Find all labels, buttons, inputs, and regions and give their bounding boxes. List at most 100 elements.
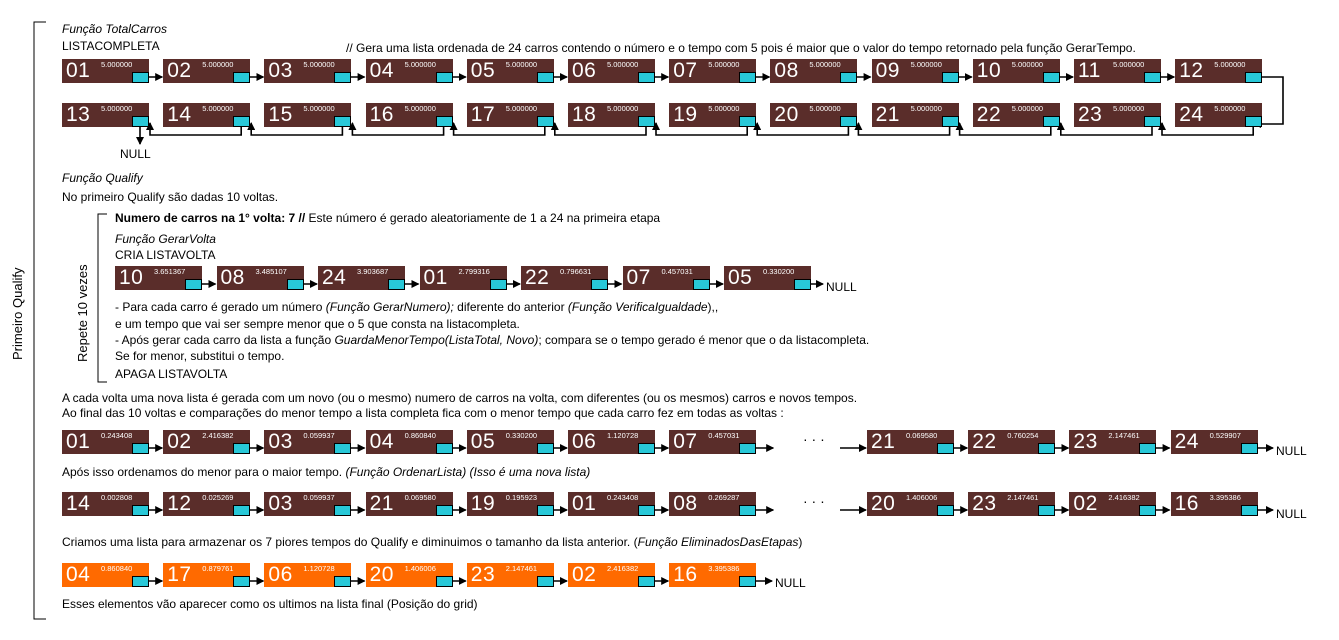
node-number: 23	[470, 563, 496, 586]
ellipsis-a: · · ·	[803, 431, 825, 447]
next-pointer	[1042, 116, 1060, 127]
node-number: 05	[470, 59, 496, 82]
list-node: 16 3.395386	[1170, 492, 1258, 516]
list-node: 21 5.000000	[871, 103, 959, 127]
list-node: 01 5.000000	[62, 59, 149, 83]
order-b: (Função OrdenarLista) (Isso é uma nova l…	[345, 465, 591, 479]
node-time: 2.147461	[1108, 431, 1140, 440]
connector-arrow	[753, 122, 850, 136]
explain-3c: ; compara se o tempo gerado é menor que …	[538, 333, 870, 347]
elim-b: Função EliminadosDasEtapas	[637, 535, 799, 549]
node-number: 16	[369, 103, 394, 126]
list-node: 04 5.000000	[365, 59, 453, 83]
result-line-2: Ao final das 10 voltas e comparações do …	[62, 406, 784, 420]
node-time: 5.000000	[607, 104, 639, 113]
next-pointer	[233, 576, 251, 587]
node-number: 22	[525, 266, 550, 289]
node-number: 03	[268, 430, 293, 453]
func-totalcarros: Função TotalCarros	[62, 22, 167, 36]
node-time: 0.059937	[303, 493, 335, 502]
list-node: 03 5.000000	[264, 59, 352, 83]
node-number: 17	[167, 563, 192, 586]
list-node: 04 0.860840	[365, 430, 453, 454]
node-number: 15	[268, 103, 293, 126]
list-node: 14 0.002808	[62, 492, 149, 516]
next-pointer	[435, 505, 453, 516]
list-node: 13 5.000000	[62, 103, 149, 127]
list-node: 02 2.416382	[163, 430, 251, 454]
node-time: 5.000000	[809, 60, 841, 69]
ellipsis-b: · · ·	[803, 493, 825, 509]
node-number: 19	[470, 492, 496, 515]
node-number: 16	[1174, 492, 1199, 515]
next-pointer	[1042, 72, 1060, 83]
node-number: 23	[1078, 103, 1103, 126]
node-number: 08	[774, 59, 799, 82]
next-pointer	[937, 505, 954, 516]
node-number: 14	[66, 492, 91, 515]
list-node: 05 0.330200	[724, 266, 811, 290]
next-pointer	[334, 116, 352, 127]
node-time: 0.243408	[101, 431, 133, 440]
func-qualify: Função Qualify	[62, 171, 143, 185]
next-pointer	[1144, 72, 1161, 83]
next-pointer	[638, 72, 655, 83]
next-pointer	[334, 505, 352, 516]
explain-1c: diferente do anterior	[453, 300, 568, 314]
null-label: NULL	[120, 147, 151, 161]
next-pointer	[1139, 443, 1157, 454]
next-pointer	[233, 72, 251, 83]
next-pointer	[739, 505, 757, 516]
side-label: Primeiro Qualify	[10, 267, 25, 360]
node-number: 20	[871, 492, 896, 515]
next-pointer	[435, 116, 453, 127]
next-pointer	[536, 116, 554, 127]
explain-3b: GuardaMenorTempo(ListaTotal, Novo)	[334, 333, 539, 347]
node-time: 5.000000	[404, 60, 436, 69]
node-time: 1.120728	[607, 431, 639, 440]
node-number: 11	[1078, 59, 1101, 82]
next-pointer	[185, 279, 202, 290]
node-number: 02	[1073, 492, 1098, 515]
connector-arrow	[146, 122, 242, 136]
node-time: 2.147461	[505, 564, 538, 573]
connector-arrow	[1158, 122, 1254, 136]
list-node: 20 5.000000	[770, 103, 858, 127]
next-pointer	[638, 576, 655, 587]
list-node: 08 0.269287	[669, 492, 757, 516]
list-node: 24 5.000000	[1175, 103, 1263, 127]
node-time: 5.000000	[910, 60, 942, 69]
node-number: 01	[66, 430, 91, 453]
cria-listavolta: CRIA LISTAVOLTA	[115, 248, 216, 262]
next-pointer	[334, 443, 352, 454]
list-node: 12 0.025269	[163, 492, 251, 516]
next-pointer	[536, 443, 554, 454]
next-pointer	[739, 116, 757, 127]
list-node: 22 0.760254	[968, 430, 1056, 454]
next-pointer	[739, 443, 757, 454]
final-line: Esses elementos vão aparecer como os ult…	[62, 597, 478, 611]
node-number: 06	[572, 59, 597, 82]
list-node: 06 1.120728	[568, 430, 655, 454]
next-pointer	[941, 72, 959, 83]
next-pointer	[1240, 443, 1258, 454]
node-time: 0.529907	[1209, 431, 1241, 440]
next-pointer	[132, 443, 149, 454]
next-pointer	[435, 443, 453, 454]
order-line: Após isso ordenamos do menor para o maio…	[62, 465, 590, 479]
next-pointer	[840, 116, 858, 127]
explain-1b: (Função GerarNumero);	[325, 300, 454, 314]
list-node: 23 2.147461	[466, 563, 554, 587]
node-number: 17	[470, 103, 496, 126]
node-time: 2.799316	[458, 267, 490, 276]
lista-b-null: NULL	[1276, 507, 1307, 521]
node-number: 04	[66, 563, 91, 586]
node-time: 0.269287	[708, 493, 740, 502]
node-number: 05	[470, 430, 496, 453]
node-number: 20	[369, 563, 394, 586]
node-number: 02	[572, 563, 597, 586]
connector-arrow	[652, 122, 749, 136]
node-number: 12	[167, 492, 192, 515]
list-node: 06 5.000000	[568, 59, 655, 83]
list-node: 10 3.651367	[115, 266, 202, 290]
